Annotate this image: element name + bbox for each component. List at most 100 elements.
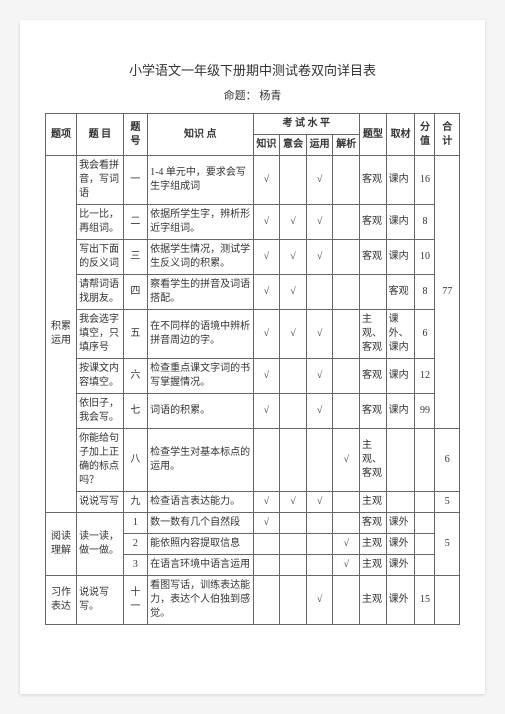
cell-level	[280, 513, 307, 534]
cell-level	[333, 394, 360, 429]
cell-level	[333, 240, 360, 275]
cell-level: √	[333, 555, 360, 576]
table-row: 比一比，再组词。二依据所学生字，辨析形近字组词。√√√客观课内8	[46, 205, 460, 240]
cell-zhishi: 数一数有几个自然段	[148, 513, 253, 534]
cell-zhishi: 依据所学生字，辨析形近字组词。	[148, 205, 253, 240]
h-yunyong: 运用	[306, 135, 333, 156]
table-row: 习作表达说说写写。十一看图写话，训练表达能力，表达个人伯独到感觉。√主观课外15	[46, 576, 460, 625]
cell-fenzhi: 8	[415, 205, 435, 240]
cell-tihao: 十一	[123, 576, 147, 625]
cell-heji: 77	[435, 156, 460, 429]
cell-level	[280, 359, 307, 394]
cell-level	[333, 156, 360, 205]
cell-level	[280, 394, 307, 429]
cell-tihao: 三	[123, 240, 147, 275]
cell-zhishi: 能依照内容提取信息	[148, 534, 253, 555]
cell-heji	[435, 576, 460, 625]
cell-level	[333, 359, 360, 394]
cell-level	[306, 275, 333, 310]
cell-timu: 请帮词语找朋友。	[77, 275, 124, 310]
cell-fenzhi	[415, 513, 435, 534]
cell-level: √	[280, 240, 307, 275]
cell-qucai: 课外、课内	[386, 310, 415, 359]
cell-level	[333, 576, 360, 625]
cell-tihao: 六	[123, 359, 147, 394]
cell-level: √	[306, 205, 333, 240]
cell-level	[306, 513, 333, 534]
table-row: 按课文内容填空。六检查重点课文字词的书写掌握情况。√√客观课内12	[46, 359, 460, 394]
cell-level	[333, 310, 360, 359]
h-jiexi: 解析	[333, 135, 360, 156]
cell-tixing: 客观	[360, 359, 387, 394]
cell-level	[306, 555, 333, 576]
cell-level: √	[253, 359, 280, 394]
cell-level: √	[306, 156, 333, 205]
cell-level: √	[306, 576, 333, 625]
cell-tihao: 1	[123, 513, 147, 534]
cell-level	[333, 275, 360, 310]
cell-qucai	[386, 429, 415, 492]
author-name: 杨青	[259, 90, 281, 102]
cell-level	[280, 555, 307, 576]
h-zhishi: 知识	[253, 135, 280, 156]
cell-timu: 你能给句子加上正确的标点吗？	[77, 429, 124, 492]
cell-level	[333, 205, 360, 240]
cell-tixing	[360, 275, 387, 310]
table-row: 写出下面的反义词三依据学生情况，测试学生反义词的积累。√√√客观课内10	[46, 240, 460, 275]
cell-level: √	[280, 205, 307, 240]
cell-zhishi: 在语言环境中语言运用	[148, 555, 253, 576]
cell-tixing: 客观	[360, 394, 387, 429]
cell-zhishi: 察看学生的拼音及词语搭配。	[148, 275, 253, 310]
cell-level: √	[253, 156, 280, 205]
table-body: 积累运用我会看拼音，写词语一1-4 单元中，要求会写生字组成词√√客观课内167…	[46, 156, 460, 625]
table-row: 请帮词语找朋友。四察看学生的拼音及词语搭配。√√客观8	[46, 275, 460, 310]
h-tixing: 题型	[360, 114, 387, 156]
h-zhishidian: 知识 点	[148, 114, 253, 156]
cell-level	[280, 576, 307, 625]
cell-level	[333, 492, 360, 513]
cell-level: √	[306, 240, 333, 275]
cell-qucai: 课内	[386, 240, 415, 275]
cell-timu: 我会看拼音，写词语	[77, 156, 124, 205]
table-head: 题项 题 目 题号 知识 点 考 试 水 平 题型 取材 分值 合计 知识 意会…	[46, 114, 460, 156]
cell-fenzhi	[415, 534, 435, 555]
cell-level: √	[253, 310, 280, 359]
cell-timu: 写出下面的反义词	[77, 240, 124, 275]
cell-tixing: 主观	[360, 492, 387, 513]
h-fenzhi: 分值	[415, 114, 435, 156]
cell-timu: 读一读，做一做。	[77, 513, 124, 576]
cell-tihao: 四	[123, 275, 147, 310]
cell-level: √	[253, 492, 280, 513]
cell-qucai	[386, 492, 415, 513]
section-name: 阅读理解	[46, 513, 77, 576]
cell-level	[280, 156, 307, 205]
cell-tixing: 客观	[360, 240, 387, 275]
cell-fenzhi	[415, 492, 435, 513]
h-qucai: 取材	[386, 114, 415, 156]
cell-heji: 5	[435, 492, 460, 513]
cell-zhishi: 1-4 单元中，要求会写生字组成词	[148, 156, 253, 205]
cell-timu: 说说写写	[77, 492, 124, 513]
cell-zhishi: 看图写话，训练表达能力，表达个人伯独到感觉。	[148, 576, 253, 625]
cell-fenzhi: 8	[415, 275, 435, 310]
cell-heji: 5	[435, 513, 460, 576]
cell-tihao: 八	[123, 429, 147, 492]
cell-tixing: 客观	[360, 205, 387, 240]
cell-level: √	[253, 275, 280, 310]
cell-qucai: 课外	[386, 555, 415, 576]
table-row: 说说写写九检查语言表达能力。√√√主观5	[46, 492, 460, 513]
cell-zhishi: 在不同样的语境中辨析拼音周边的字。	[148, 310, 253, 359]
table-row: 你能给句子加上正确的标点吗？八检查学生对基本标点的运用。√主观、客观6	[46, 429, 460, 492]
cell-level	[253, 576, 280, 625]
cell-fenzhi: 99	[415, 394, 435, 429]
cell-level: √	[333, 429, 360, 492]
cell-qucai: 课外	[386, 534, 415, 555]
spec-table: 题项 题 目 题号 知识 点 考 试 水 平 题型 取材 分值 合计 知识 意会…	[45, 113, 460, 625]
cell-tihao: 二	[123, 205, 147, 240]
h-kaoshi: 考 试 水 平	[253, 114, 360, 135]
cell-qucai: 课内	[386, 394, 415, 429]
cell-level: √	[253, 205, 280, 240]
cell-level: √	[253, 394, 280, 429]
cell-timu: 依旧子，我会写。	[77, 394, 124, 429]
cell-zhishi: 检查学生对基本标点的运用。	[148, 429, 253, 492]
